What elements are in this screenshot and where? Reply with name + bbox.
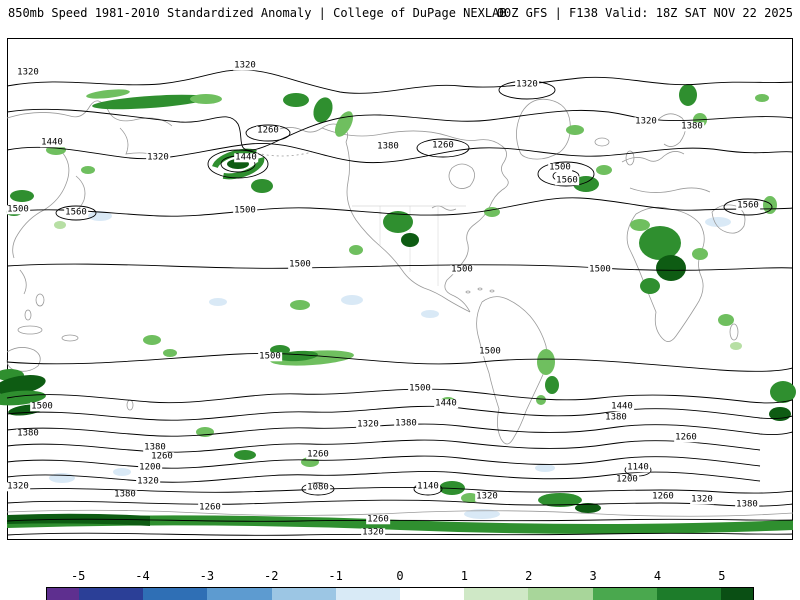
- colorbar-segment: [271, 588, 336, 600]
- model-run-valid-time: 00Z GFS | F138 Valid: 18Z SAT NOV 22 202…: [496, 6, 793, 20]
- colorbar-tick-label: -4: [135, 569, 150, 583]
- colorbar-segment: [592, 588, 657, 600]
- colorbar-segment: [464, 588, 529, 600]
- colorbar: [46, 587, 754, 600]
- colorbar-segment: [400, 588, 465, 600]
- colorbar-tick-label: 2: [525, 569, 533, 583]
- product-title: 850mb Speed 1981-2010 Standardized Anoma…: [8, 6, 507, 20]
- colorbar-tick-label: 0: [396, 569, 404, 583]
- colorbar-segment: [335, 588, 401, 600]
- coastlines: [6, 98, 794, 517]
- map-border: [7, 38, 793, 540]
- colorbar-tick-label: -2: [264, 569, 279, 583]
- colorbar-segment: [79, 588, 144, 600]
- colorbar-segment: [656, 588, 721, 600]
- colorbar-ticks: -5 -4 -3 -2 -1 0 1 2 3 4 5: [46, 569, 754, 584]
- colorbar-segment: [207, 588, 272, 600]
- colorbar-tick-label: -5: [70, 569, 86, 583]
- colorbar-segment: [528, 588, 593, 600]
- colorbar-tick-label: 1: [460, 569, 468, 583]
- negative-anomaly-shading: [49, 211, 731, 519]
- colorbar-tick-label: 5: [718, 569, 726, 583]
- height-contours: [6, 69, 794, 536]
- colorbar-segment: [720, 588, 754, 600]
- colorbar-tick-label: -3: [199, 569, 215, 583]
- colorbar-tick-label: 3: [589, 569, 597, 583]
- colorbar-segment: [47, 588, 80, 600]
- colorbar-tick-label: -1: [328, 569, 343, 583]
- colorbar-tick-label: 4: [653, 569, 662, 583]
- colorbar-segment: [143, 588, 208, 600]
